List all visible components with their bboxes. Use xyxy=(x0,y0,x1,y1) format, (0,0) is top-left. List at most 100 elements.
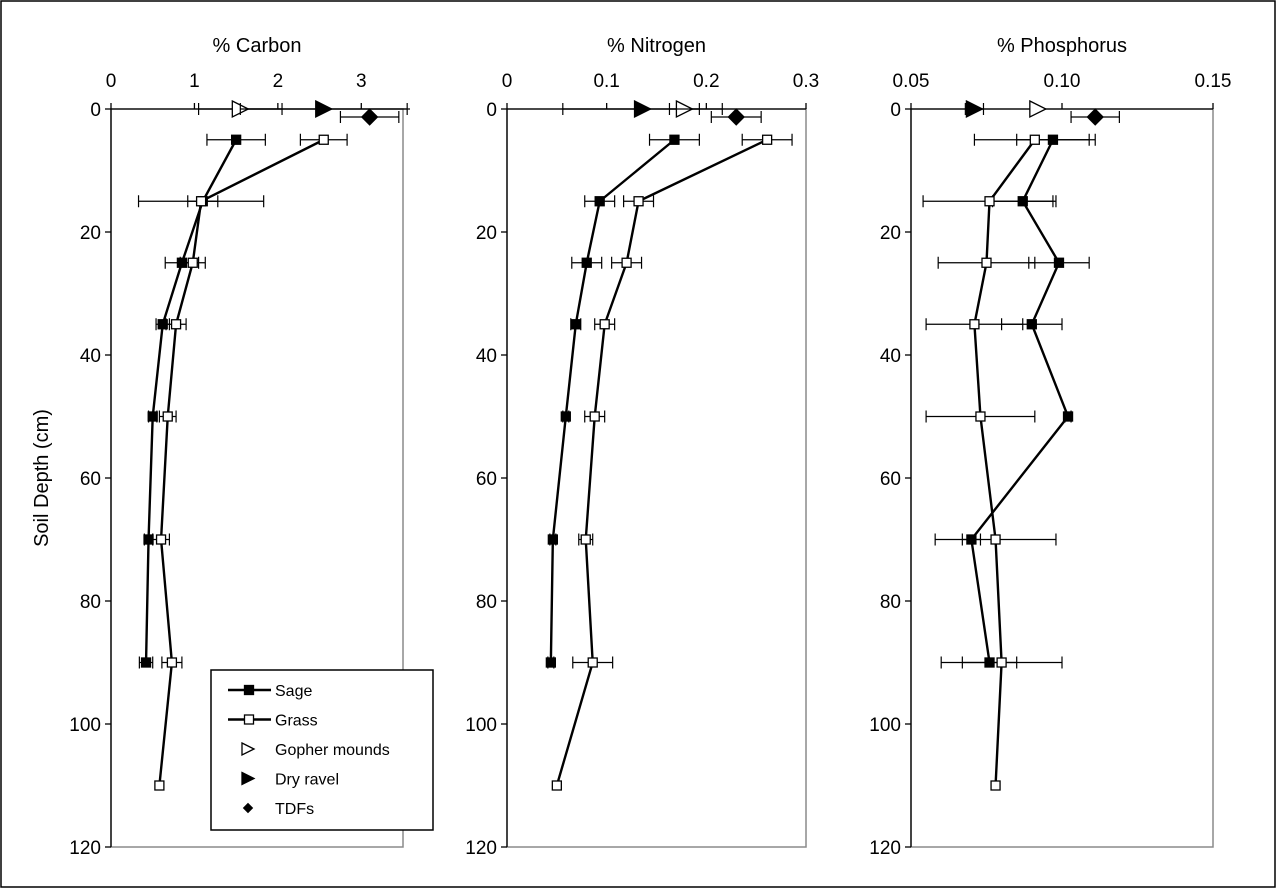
data-point-grass xyxy=(195,196,207,207)
data-point-sage xyxy=(1026,319,1037,330)
panel-phosphorus: % Phosphorus 0.05 0.10 0.15 0 20 40 60 80 100 120 xyxy=(869,35,1231,859)
data-point-dry-ravel xyxy=(965,99,984,119)
x-tick-label: 1 xyxy=(189,71,200,92)
data-point-grass xyxy=(981,257,992,268)
legend-marker xyxy=(243,684,255,696)
series-dry-ravel xyxy=(964,99,985,119)
data-point-grass xyxy=(166,657,178,668)
y-tick-label: 60 xyxy=(476,469,497,490)
data-point-sage xyxy=(143,534,154,545)
legend-label: Grass xyxy=(275,713,318,730)
x-tick-label: 0.1 xyxy=(593,71,619,92)
legend-entry-dry-ravel: Dry ravel xyxy=(241,771,339,789)
legend: Sage Grass Gopher mounds Dry ravel TDFs xyxy=(210,669,434,831)
y-tick-label: 0 xyxy=(486,100,497,121)
legend-marker xyxy=(242,802,254,814)
data-point-tdfs xyxy=(1086,108,1104,126)
series-grass xyxy=(922,133,1096,791)
data-point-dry-ravel xyxy=(633,99,653,119)
x-axis-title: % Nitrogen xyxy=(607,35,706,57)
x-tick-label: 0.2 xyxy=(693,71,719,92)
data-point-sage xyxy=(560,411,571,422)
data-point-sage xyxy=(594,196,605,207)
legend-entry-sage: Sage xyxy=(228,683,312,700)
series-grass xyxy=(137,133,348,791)
data-point-grass xyxy=(587,657,598,668)
legend-entry-gopher-mounds: Gopher mounds xyxy=(241,741,390,759)
series-sage xyxy=(545,133,700,669)
y-tick-label: 120 xyxy=(869,838,901,859)
x-tick-label: 3 xyxy=(356,71,367,92)
x-tick-label: 0 xyxy=(502,71,513,92)
data-point-grass xyxy=(318,134,329,145)
plot-area xyxy=(910,108,1214,848)
data-point-grass xyxy=(162,411,173,422)
data-point-sage xyxy=(570,319,581,330)
data-point-grass xyxy=(761,134,773,145)
data-point-grass xyxy=(599,319,610,330)
data-point-grass xyxy=(969,319,980,330)
data-point-sage xyxy=(1053,257,1065,268)
data-point-grass xyxy=(155,534,167,545)
y-tick-label: 120 xyxy=(465,838,497,859)
series-grass xyxy=(551,133,793,791)
y-tick-label: 40 xyxy=(880,346,901,367)
y-tick-label: 20 xyxy=(880,223,901,244)
data-point-grass xyxy=(621,257,632,268)
data-point-sage xyxy=(1062,411,1074,422)
series-tdfs xyxy=(1070,108,1120,126)
plot-area xyxy=(506,108,807,848)
x-tick-label: 0.10 xyxy=(1044,71,1081,92)
data-point-grass xyxy=(589,411,600,422)
panel-nitrogen: % Nitrogen 0 0.1 0.2 0.3 0 20 40 60 80 100 120 xyxy=(465,35,819,859)
data-point-grass xyxy=(154,780,165,791)
y-axis-title: Soil Depth (cm) xyxy=(31,409,53,547)
data-point-grass xyxy=(975,411,986,422)
series-line-grass xyxy=(555,138,768,786)
panels: % Carbon 0 1 2 3 0 20 40 60 80 100 120 % Nitrogen 0 0.… xyxy=(69,35,1231,859)
legend-label: TDFs xyxy=(275,801,314,818)
legend-marker xyxy=(243,714,255,725)
series-tdfs xyxy=(339,108,400,126)
y-tick-label: 120 xyxy=(69,838,101,859)
data-point-sage xyxy=(581,257,592,268)
data-point-tdfs xyxy=(727,108,745,126)
legend-marker xyxy=(241,741,256,757)
data-point-grass xyxy=(633,196,644,207)
legend-label: Dry ravel xyxy=(275,772,339,789)
x-tick-label: 0 xyxy=(106,71,117,92)
legend-marker xyxy=(241,771,256,786)
y-tick-label: 40 xyxy=(476,346,497,367)
series-dry-ravel xyxy=(562,99,723,119)
y-tick-label: 40 xyxy=(80,346,101,367)
series-tdfs xyxy=(710,108,762,126)
x-axis-title: % Carbon xyxy=(213,35,302,57)
legend-entry-tdfs: TDFs xyxy=(242,801,314,818)
data-point-grass xyxy=(170,319,182,330)
data-point-dry-ravel xyxy=(315,99,334,119)
y-tick-label: 80 xyxy=(80,592,101,613)
legend-label: Gopher mounds xyxy=(275,742,390,759)
data-point-grass xyxy=(1029,134,1040,145)
y-tick-label: 100 xyxy=(465,715,497,736)
series-line-grass xyxy=(973,139,1036,786)
y-tick-label: 20 xyxy=(80,223,101,244)
data-point-grass xyxy=(990,534,1001,545)
data-point-sage xyxy=(669,134,680,145)
y-tick-label: 0 xyxy=(890,100,901,121)
data-point-gopher-mounds xyxy=(1029,99,1048,119)
legend-entry-grass: Grass xyxy=(228,713,318,730)
series-line-grass xyxy=(158,138,325,786)
y-tick-label: 100 xyxy=(69,715,101,736)
x-tick-label: 0.3 xyxy=(793,71,819,92)
legend-label: Sage xyxy=(275,683,312,700)
y-tick-label: 80 xyxy=(476,592,497,613)
x-tick-label: 0.05 xyxy=(893,71,930,92)
x-tick-label: 2 xyxy=(273,71,284,92)
series-dry-ravel xyxy=(239,99,408,119)
x-axis-title: % Phosphorus xyxy=(997,35,1127,57)
data-point-grass xyxy=(187,257,198,268)
data-point-sage xyxy=(545,657,557,668)
data-point-sage xyxy=(140,657,152,668)
